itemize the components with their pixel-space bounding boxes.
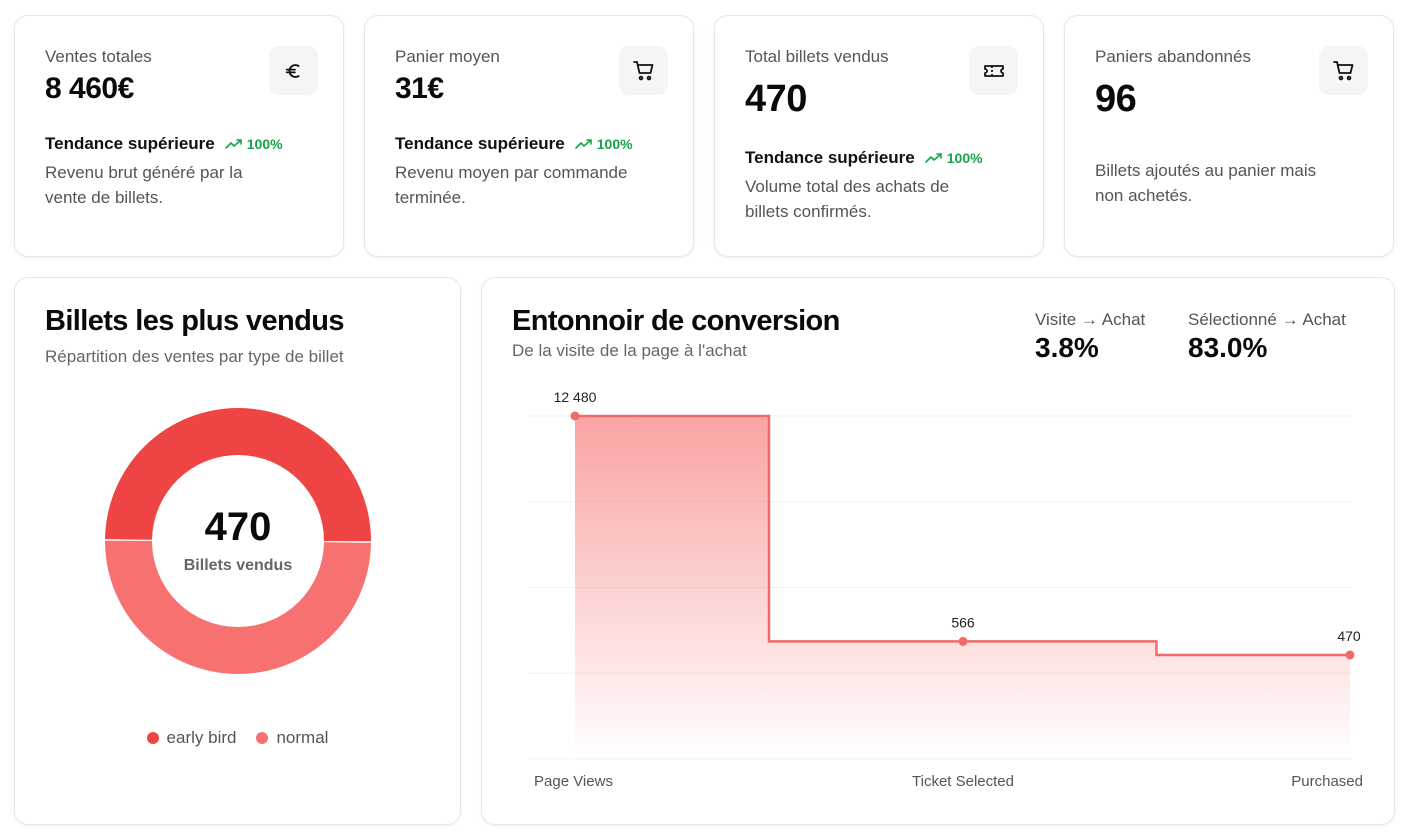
trend-row: Tendance supérieure 100% bbox=[45, 134, 313, 154]
cart-icon bbox=[1319, 46, 1368, 95]
donut-slice-early-bird[interactable] bbox=[105, 408, 371, 542]
legend-label: early bird bbox=[166, 728, 237, 747]
trend-label: Tendance supérieure bbox=[395, 134, 565, 153]
kpi-description: Volume total des achats de billets confir… bbox=[745, 177, 950, 221]
funnel-point-ticket-selected[interactable] bbox=[958, 636, 968, 646]
funnel-data-label: 470 bbox=[1337, 628, 1361, 644]
rate-visit-to-purchase: Visite → Achat 3.8% bbox=[1035, 310, 1145, 364]
rate-value: 83.0% bbox=[1188, 332, 1268, 363]
kpi-card-total-sales: Ventes totales 8 460€ Tendance supérieur… bbox=[14, 15, 344, 257]
legend-item-early-bird[interactable]: early bird bbox=[146, 728, 237, 748]
trending-up-icon bbox=[224, 138, 243, 150]
funnel-data-label: 12 480 bbox=[554, 389, 597, 405]
kpi-label: Panier moyen bbox=[395, 47, 500, 66]
trend-percent: 100% bbox=[246, 136, 283, 152]
kpi-value: 31€ bbox=[395, 72, 444, 105]
kpi-value: 470 bbox=[745, 78, 807, 120]
trend-percent: 100% bbox=[946, 150, 983, 166]
kpi-label: Paniers abandonnés bbox=[1095, 47, 1251, 66]
card-subtitle: De la visite de la page à l'achat bbox=[512, 341, 747, 360]
rate-label: Visite → Achat bbox=[1035, 310, 1146, 329]
card-subtitle: Répartition des ventes par type de bille… bbox=[45, 347, 344, 366]
funnel-data-label: 566 bbox=[951, 614, 975, 630]
kpi-label: Ventes totales bbox=[45, 47, 152, 66]
x-axis-label: Ticket Selected bbox=[912, 773, 1014, 790]
top-tickets-card: Billets les plus vendus Répartition des … bbox=[14, 277, 461, 825]
cart-icon bbox=[619, 46, 668, 95]
kpi-value: 8 460€ bbox=[45, 72, 134, 105]
card-title: Entonnoir de conversion bbox=[512, 305, 840, 337]
kpi-description: Billets ajoutés au panier mais non acheté… bbox=[1095, 161, 1317, 205]
kpi-description: Revenu moyen par commande terminée. bbox=[395, 163, 628, 207]
rate-value: 3.8% bbox=[1035, 332, 1099, 363]
kpi-card-abandoned-carts: Paniers abandonnés 96 Billets ajoutés au… bbox=[1064, 15, 1394, 257]
x-axis-label: Page Views bbox=[534, 773, 613, 790]
donut-chart: 470 Billets vendus bbox=[104, 408, 371, 675]
kpi-value: 96 bbox=[1095, 78, 1137, 120]
trend-row: Tendance supérieure 100% bbox=[395, 134, 663, 154]
trending-up-icon bbox=[924, 152, 943, 164]
rate-selected-to-purchase: Sélectionné → Achat 83.0% bbox=[1188, 310, 1346, 364]
trend-label: Tendance supérieure bbox=[45, 134, 215, 153]
legend-dot bbox=[256, 732, 269, 744]
trend-label: Tendance supérieure bbox=[745, 148, 915, 167]
conversion-funnel-card: Entonnoir de conversion De la visite de … bbox=[481, 277, 1395, 825]
funnel-point-page-views[interactable] bbox=[570, 411, 580, 421]
donut-center-value: 470 bbox=[205, 505, 272, 549]
card-title: Billets les plus vendus bbox=[45, 305, 344, 337]
legend-item-normal[interactable]: normal bbox=[256, 728, 328, 748]
kpi-label: Total billets vendus bbox=[745, 47, 889, 66]
trend-row: Tendance supérieure 100% bbox=[745, 148, 1013, 168]
x-axis-label: Purchased bbox=[1291, 773, 1363, 790]
legend-label: normal bbox=[276, 728, 329, 747]
euro-icon bbox=[269, 46, 318, 95]
rate-label: Sélectionné → Achat bbox=[1188, 310, 1346, 329]
funnel-point-purchased[interactable] bbox=[1345, 650, 1355, 660]
trending-up-icon bbox=[574, 138, 593, 150]
kpi-card-average-cart: Panier moyen 31€ Tendance supérieure 100… bbox=[364, 15, 694, 257]
funnel-chart: 12 480 566 470 bbox=[528, 389, 1361, 760]
kpi-card-tickets-sold: Total billets vendus 470 Tendance supéri… bbox=[714, 15, 1044, 257]
legend-dot bbox=[146, 732, 159, 744]
ticket-icon bbox=[969, 46, 1018, 95]
kpi-description: Revenu brut généré par la vente de billet… bbox=[45, 163, 243, 207]
trend-percent: 100% bbox=[596, 136, 633, 152]
donut-legend: early bird normal bbox=[15, 728, 460, 748]
donut-center-label: Billets vendus bbox=[184, 557, 293, 574]
donut-slice-normal[interactable] bbox=[104, 540, 371, 675]
